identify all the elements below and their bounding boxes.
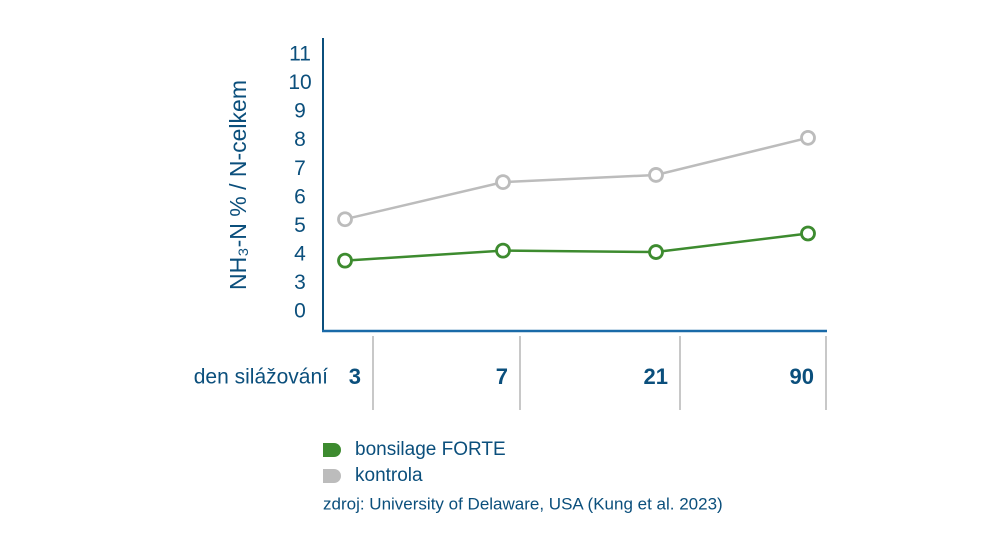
x-axis-title: den silážování: [194, 366, 328, 389]
x-tick-label: 3: [349, 364, 361, 389]
y-tick-label: 7: [294, 157, 306, 180]
y-tick-label: 11: [289, 43, 311, 66]
data-point: [800, 225, 816, 242]
y-tick-label: 4: [294, 242, 306, 265]
data-point: [648, 244, 664, 260]
legend-label: kontrola: [355, 465, 423, 486]
data-point: [495, 174, 511, 190]
x-tick-label: 7: [496, 364, 508, 389]
y-tick-label: 10: [288, 71, 311, 94]
x-tick-label: 21: [644, 364, 668, 389]
data-point: [800, 129, 816, 146]
series-line: [344, 232, 809, 262]
y-tick-label: 8: [294, 128, 306, 151]
y-tick-label: 0: [294, 300, 306, 323]
data-point: [495, 242, 511, 259]
data-point: [337, 252, 353, 269]
y-tick-label: 6: [294, 185, 306, 208]
legend-label: bonsilage FORTE: [355, 439, 506, 460]
series-line: [344, 136, 809, 221]
y-tick-label: 9: [294, 100, 306, 123]
source-note: zdroj: University of Delaware, USA (Kung…: [323, 494, 723, 513]
y-axis-title: NH₃-N % / N-celkem: [225, 80, 251, 290]
data-point: [337, 211, 353, 228]
legend-marker: [323, 443, 341, 457]
y-tick-label: 5: [294, 214, 306, 237]
legend-marker: [323, 469, 341, 483]
x-tick-label: 90: [790, 364, 814, 389]
y-tick-label: 3: [294, 271, 306, 294]
data-point: [648, 167, 664, 183]
